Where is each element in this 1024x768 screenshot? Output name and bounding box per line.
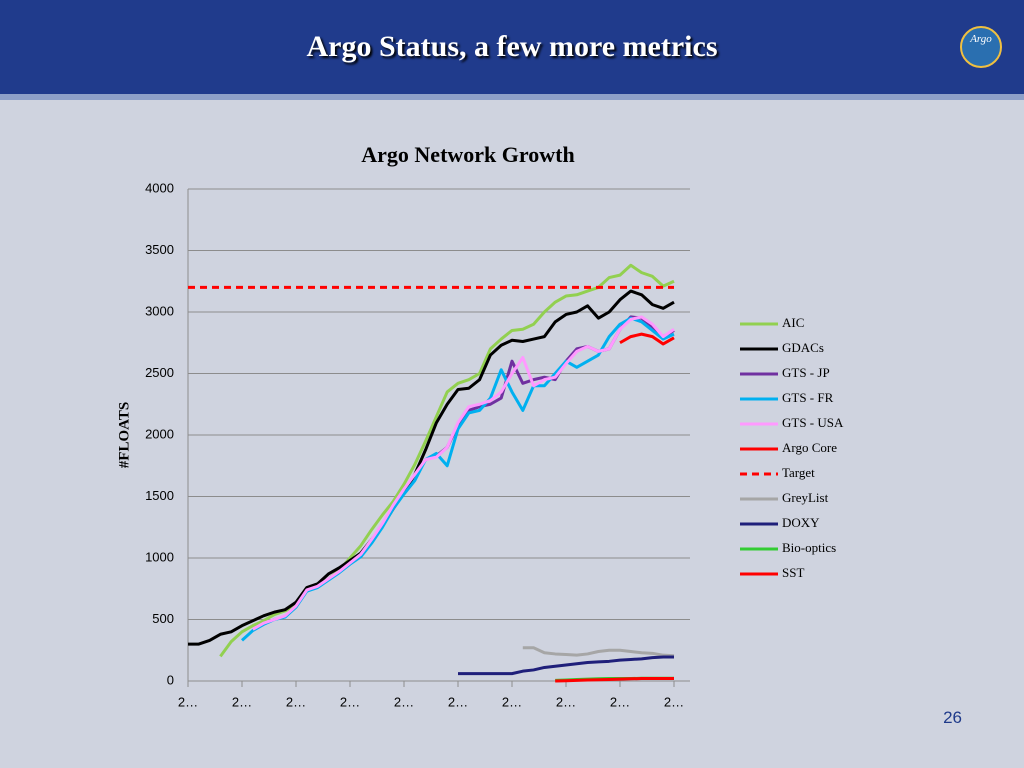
legend-label: GDACs — [782, 340, 824, 355]
legend-label: SST — [782, 565, 804, 580]
legend-label: GreyList — [782, 490, 829, 505]
y-tick-label: 4000 — [145, 180, 174, 195]
y-tick-label: 500 — [152, 611, 174, 626]
series-line — [252, 315, 675, 631]
legend-label: AIC — [782, 315, 804, 330]
y-tick-label: 2000 — [145, 426, 174, 441]
x-tick-label: 2… — [502, 694, 522, 709]
y-tick-label: 3500 — [145, 242, 174, 257]
header-bar — [0, 0, 1024, 100]
y-tick-label: 3000 — [145, 303, 174, 318]
series-line — [555, 677, 674, 683]
legend-label: GTS - FR — [782, 390, 834, 405]
x-tick-label: 2… — [394, 694, 414, 709]
legend-label: GTS - JP — [782, 365, 830, 380]
x-tick-label: 2… — [178, 694, 198, 709]
legend-label: GTS - USA — [782, 415, 844, 430]
legend-label: DOXY — [782, 515, 820, 530]
series-line — [522, 646, 675, 658]
series-line — [188, 289, 675, 646]
y-tick-label: 1000 — [145, 549, 174, 564]
x-tick-label: 2… — [556, 694, 576, 709]
logo: Argo — [960, 26, 1002, 68]
legend-label: Target — [782, 465, 815, 480]
x-tick-label: 2… — [232, 694, 252, 709]
slide-title: Argo Status, a few more metrics — [306, 30, 718, 63]
y-axis-label: #FLOATS — [116, 402, 132, 468]
x-tick-label: 2… — [448, 694, 468, 709]
chart-title: Argo Network Growth — [361, 142, 574, 167]
series-line — [619, 332, 675, 346]
x-tick-label: 2… — [610, 694, 630, 709]
x-tick-label: 2… — [664, 694, 684, 709]
x-tick-label: 2… — [340, 694, 360, 709]
x-tick-label: 2… — [286, 694, 306, 709]
series-line — [458, 655, 674, 676]
page-number: 26 — [943, 708, 962, 727]
y-tick-label: 0 — [167, 672, 174, 687]
y-tick-label: 1500 — [145, 488, 174, 503]
y-tick-label: 2500 — [145, 365, 174, 380]
legend-label: Argo Core — [782, 440, 837, 455]
legend-label: Bio-optics — [782, 540, 836, 555]
